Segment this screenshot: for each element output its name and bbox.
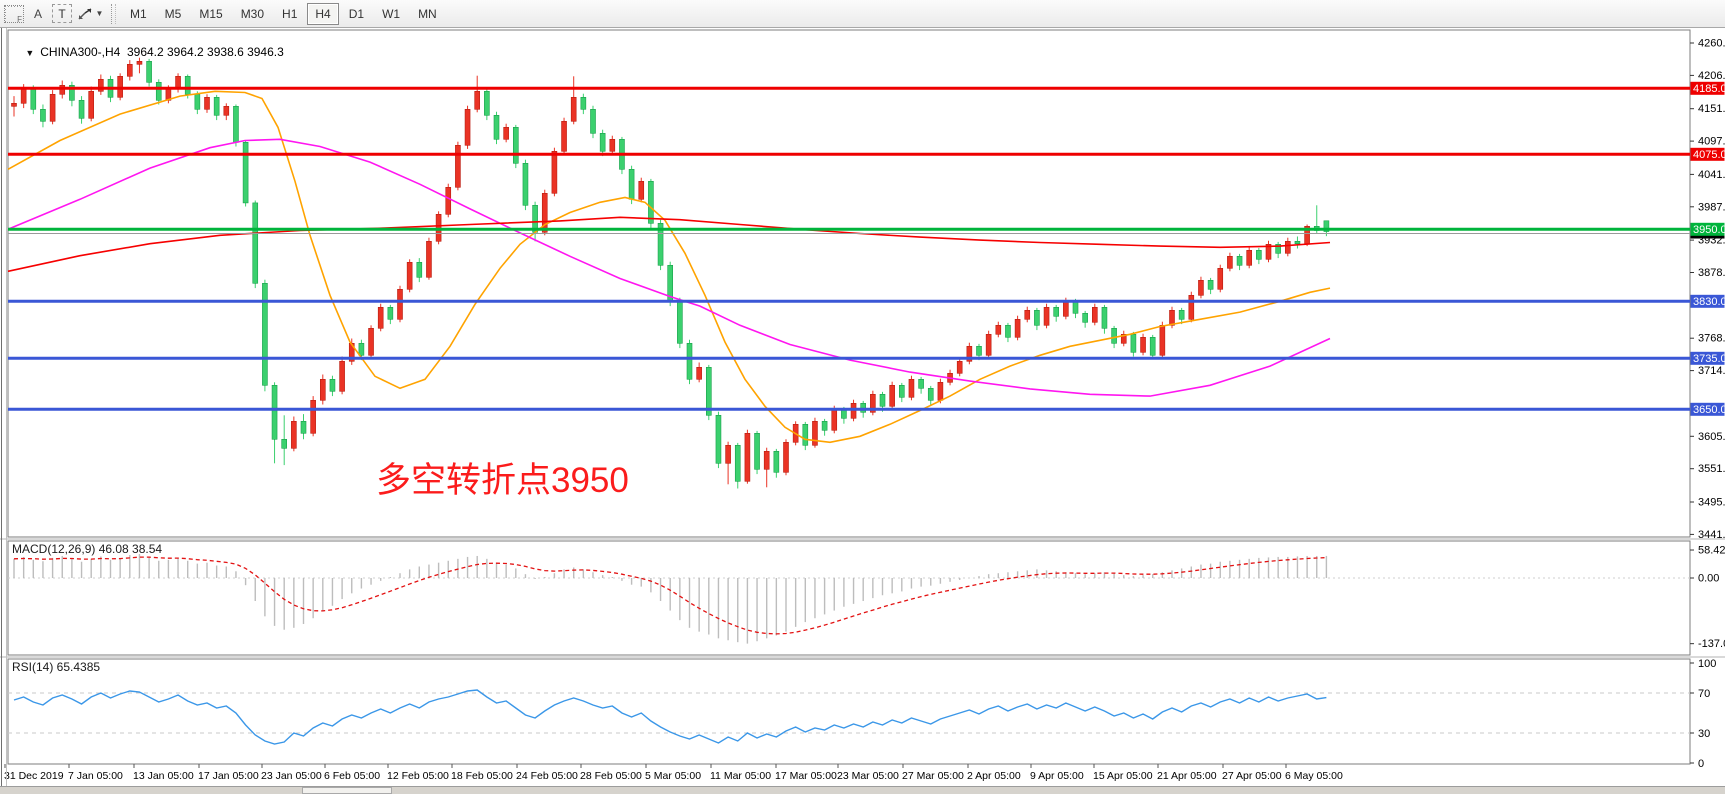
svg-text:4075.0: 4075.0 <box>1693 149 1725 161</box>
macd-signal-line <box>13 556 1327 635</box>
svg-text:3878.0: 3878.0 <box>1698 267 1725 279</box>
svg-text:4206.5: 4206.5 <box>1698 70 1725 82</box>
svg-text:27 Mar 05:00: 27 Mar 05:00 <box>902 770 964 782</box>
svg-text:23 Jan 05:00: 23 Jan 05:00 <box>261 770 322 782</box>
svg-text:30: 30 <box>1698 728 1710 740</box>
arrows-icon <box>78 7 91 20</box>
svg-text:27 Apr 05:00: 27 Apr 05:00 <box>1222 770 1282 782</box>
chart-title: ▼ CHINA300-,H4 3964.2 3964.2 3938.6 3946.… <box>12 31 284 73</box>
chart-ohlc-values <box>120 45 127 59</box>
chart-ohlc: 3964.2 3964.2 3938.6 3946.3 <box>126 45 284 59</box>
svg-text:9 Apr 05:00: 9 Apr 05:00 <box>1030 770 1084 782</box>
text-tool-button[interactable]: A <box>33 6 42 21</box>
svg-text:6 Feb 05:00: 6 Feb 05:00 <box>324 770 380 782</box>
scrollbar-thumb[interactable] <box>302 787 392 794</box>
svg-text:3987.5: 3987.5 <box>1698 201 1725 213</box>
panel-frames <box>0 29 1725 765</box>
svg-text:18 Feb 05:00: 18 Feb 05:00 <box>451 770 513 782</box>
svg-text:3605.0: 3605.0 <box>1698 431 1725 443</box>
toolbar: F A T ▼ M1 M5 M15 M30 H1 H4 D1 W1 MN <box>0 0 1725 28</box>
timeframe-group: M1 M5 M15 M30 H1 H4 D1 W1 MN <box>121 2 446 25</box>
macd-indicator-label: MACD(12,26,9) 46.08 38.54 <box>12 542 163 556</box>
timeframe-button-w1[interactable]: W1 <box>382 6 401 21</box>
svg-text:4151.0: 4151.0 <box>1698 103 1725 115</box>
text-label-icon: T <box>52 4 72 23</box>
svg-text:7 Jan 05:00: 7 Jan 05:00 <box>68 770 123 782</box>
svg-text:28 Feb 05:00: 28 Feb 05:00 <box>580 770 642 782</box>
ma-orange <box>7 90 1331 444</box>
svg-text:58.42: 58.42 <box>1698 545 1725 557</box>
chart-symbol-timeframe: CHINA300-,H4 <box>40 45 121 59</box>
rsi-panel: 100 70 30 0 <box>8 658 1716 770</box>
horizontal-level-lines[interactable] <box>8 86 1690 411</box>
svg-text:3495.5: 3495.5 <box>1698 497 1725 509</box>
svg-text:21 Apr 05:00: 21 Apr 05:00 <box>1157 770 1217 782</box>
svg-text:70: 70 <box>1698 688 1710 700</box>
window-left-inner-border <box>6 28 7 786</box>
svg-text:3650.0: 3650.0 <box>1693 404 1725 416</box>
arrows-tool-button[interactable]: ▼ <box>75 3 105 25</box>
rsi-indicator-label: RSI(14) 65.4385 <box>12 660 101 674</box>
svg-text:2 Apr 05:00: 2 Apr 05:00 <box>967 770 1021 782</box>
rsi-line <box>13 689 1327 745</box>
timeframe-button-h1[interactable]: H1 <box>282 6 298 21</box>
svg-text:100: 100 <box>1698 658 1716 670</box>
svg-text:4097.0: 4097.0 <box>1698 136 1725 148</box>
timeframe-button-m1[interactable]: M1 <box>130 6 147 21</box>
svg-text:31 Dec 2019: 31 Dec 2019 <box>4 770 64 782</box>
svg-text:24 Feb 05:00: 24 Feb 05:00 <box>516 770 578 782</box>
svg-text:5 Mar 05:00: 5 Mar 05:00 <box>645 770 701 782</box>
ma-magenta <box>7 138 1331 397</box>
svg-text:4185.0: 4185.0 <box>1693 83 1725 95</box>
svg-text:6 May 05:00: 6 May 05:00 <box>1285 770 1343 782</box>
svg-text:17 Mar 05:00: 17 Mar 05:00 <box>775 770 837 782</box>
svg-text:3950.0: 3950.0 <box>1693 224 1725 236</box>
svg-text:4041.5: 4041.5 <box>1698 169 1725 181</box>
svg-text:3551.0: 3551.0 <box>1698 463 1725 475</box>
svg-text:3830.0: 3830.0 <box>1693 296 1725 308</box>
grid-f-icon: F <box>4 4 24 24</box>
svg-text:12 Feb 05:00: 12 Feb 05:00 <box>387 770 449 782</box>
dropdown-caret-icon: ▼ <box>95 9 104 18</box>
svg-text:11 Mar 05:00: 11 Mar 05:00 <box>710 770 771 782</box>
price-label-boxes: 4185.0 4075.0 3950.0 3830.0 3735.0 3650.0 <box>1690 81 1725 416</box>
svg-text:3714.5: 3714.5 <box>1698 365 1725 377</box>
horizontal-scrollbar[interactable] <box>0 786 1725 794</box>
text-label-tool-button[interactable]: T <box>51 3 73 25</box>
svg-text:0: 0 <box>1698 758 1704 770</box>
timeframe-button-mn[interactable]: MN <box>418 6 437 21</box>
date-axis[interactable]: 31 Dec 2019 7 Jan 05:00 13 Jan 05:00 17 Jan… <box>4 764 1343 782</box>
grid-f-icon-label: F <box>17 14 22 24</box>
svg-text:3735.0: 3735.0 <box>1693 353 1725 365</box>
timeframe-button-h4[interactable]: H4 <box>307 2 339 25</box>
svg-text:23 Mar 05:00: 23 Mar 05:00 <box>837 770 899 782</box>
chart-text-annotation: 多空转折点3950 <box>376 461 629 500</box>
window-left-border <box>1 28 2 786</box>
macd-panel: 58.42 0.00 -137.09 <box>8 545 1725 650</box>
timeframe-button-m30[interactable]: M30 <box>240 6 265 21</box>
svg-text:17 Jan 05:00: 17 Jan 05:00 <box>198 770 259 782</box>
timeframe-button-m5[interactable]: M5 <box>164 6 182 21</box>
timeframe-button-m15[interactable]: M15 <box>199 6 223 21</box>
toolbar-separator <box>111 3 116 24</box>
svg-text:15 Apr 05:00: 15 Apr 05:00 <box>1093 770 1153 782</box>
timeframe-button-d1[interactable]: D1 <box>348 6 365 21</box>
svg-text:4260.5: 4260.5 <box>1698 38 1725 50</box>
svg-text:-137.09: -137.09 <box>1698 638 1725 650</box>
grid-f-tool-button[interactable]: F <box>3 3 25 25</box>
svg-text:3441.5: 3441.5 <box>1698 529 1725 541</box>
svg-text:13 Jan 05:00: 13 Jan 05:00 <box>133 770 194 782</box>
price-axis: 4260.54206.54151.04097.04041.53987.53932… <box>1690 38 1725 541</box>
svg-text:0.00: 0.00 <box>1698 573 1719 585</box>
svg-text:3768.5: 3768.5 <box>1698 333 1725 345</box>
chart-dropdown-icon[interactable]: ▼ <box>25 48 35 58</box>
